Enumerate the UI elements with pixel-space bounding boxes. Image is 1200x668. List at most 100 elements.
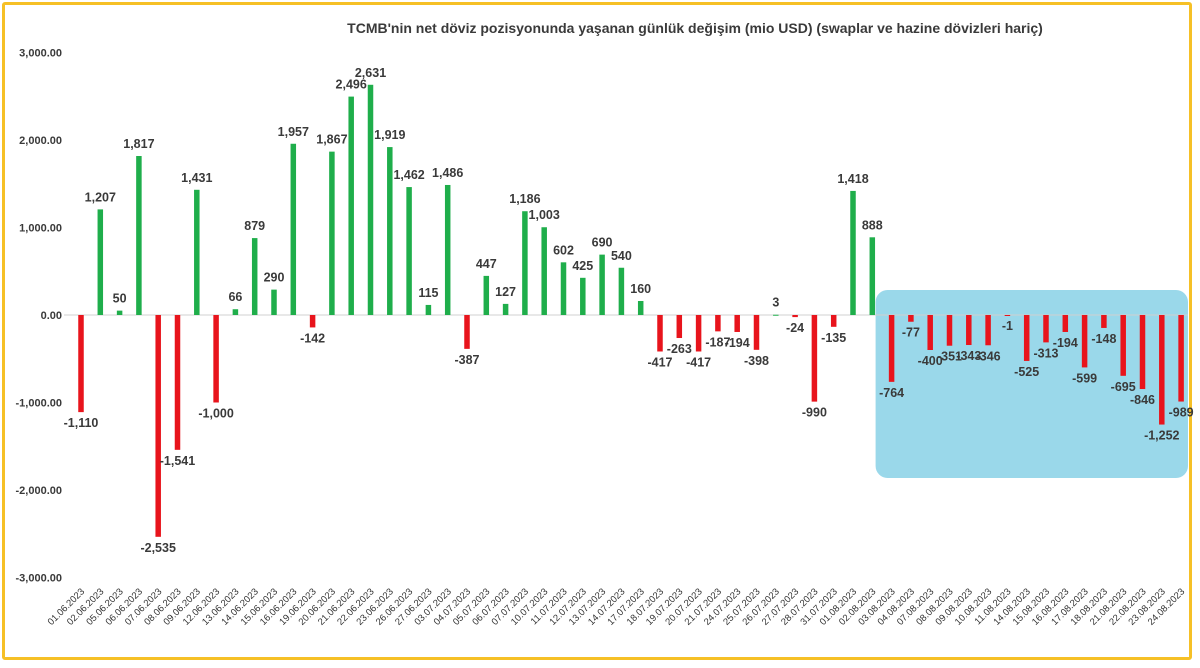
data-label: -1,000 (198, 407, 233, 421)
data-label: -846 (1130, 393, 1155, 407)
bar (830, 315, 837, 327)
data-label: -990 (802, 406, 827, 420)
bar (888, 315, 895, 382)
bar (580, 277, 586, 315)
data-label: -135 (821, 331, 846, 345)
data-label: 690 (592, 236, 613, 250)
data-label: 66 (228, 290, 242, 304)
bar (502, 303, 509, 315)
data-label: -313 (1033, 346, 1058, 360)
bar (251, 238, 258, 315)
bar (444, 184, 451, 315)
data-label: -1,110 (64, 416, 99, 430)
data-label: -77 (902, 326, 920, 340)
data-label: -343 (956, 349, 981, 363)
bar (1120, 315, 1126, 376)
bar (676, 315, 683, 339)
bar (985, 315, 991, 346)
bar (116, 310, 123, 315)
data-label: 1,462 (393, 168, 424, 182)
bar (387, 147, 393, 315)
data-label: 1,418 (837, 172, 868, 186)
data-label: -346 (976, 349, 1001, 363)
bar (637, 301, 644, 315)
data-label: 602 (553, 243, 574, 257)
bar (927, 315, 933, 350)
data-label: 1,486 (432, 166, 463, 180)
data-label: 540 (611, 249, 632, 263)
data-label: 50 (113, 292, 127, 306)
data-label: -148 (1091, 332, 1116, 346)
bar (1178, 315, 1184, 402)
data-label: -1,541 (160, 454, 195, 468)
bar (78, 315, 84, 413)
bar (522, 211, 528, 315)
bar (753, 315, 760, 350)
y-tick-label: -2,000.00 (16, 485, 62, 497)
data-label: -417 (647, 355, 672, 369)
data-label: 1,867 (316, 133, 347, 147)
bar (1081, 315, 1088, 368)
highlight-box (875, 290, 1188, 478)
bar (464, 315, 470, 349)
bar (1101, 315, 1107, 328)
data-label: 1,919 (374, 128, 405, 142)
bar (1023, 315, 1030, 361)
y-tick-label: -3,000.00 (16, 573, 62, 585)
data-label: -24 (786, 321, 804, 335)
data-label: -1 (1002, 319, 1013, 333)
y-tick-label: -1,000.00 (16, 398, 62, 410)
bar (869, 237, 876, 315)
bar (715, 315, 721, 332)
chart-title: TCMB'nin net döviz pozisyonunda yaşanan … (347, 20, 1043, 36)
bar (483, 275, 490, 315)
data-label: -695 (1111, 380, 1136, 394)
bar (850, 190, 856, 315)
bar (1043, 315, 1049, 343)
data-label: 127 (495, 285, 516, 299)
data-label: 1,207 (85, 190, 116, 204)
data-label: -351 (937, 350, 962, 364)
bar (657, 315, 663, 352)
bar (618, 267, 625, 315)
data-label: 115 (418, 286, 438, 300)
data-label: -764 (879, 386, 904, 400)
bar (1004, 315, 1011, 316)
bar (734, 315, 740, 332)
x-axis: 01.06.202302.06.202305.06.202306.06.2023… (46, 586, 1187, 627)
bar (908, 315, 914, 322)
bars (78, 84, 1184, 537)
bar (792, 315, 798, 318)
data-label: 447 (476, 257, 497, 271)
bar (155, 315, 161, 537)
bar (946, 315, 953, 346)
data-label: -398 (744, 354, 769, 368)
data-label: 1,186 (509, 192, 540, 206)
data-label: -525 (1014, 365, 1039, 379)
bar (348, 96, 354, 315)
data-label: -194 (725, 336, 750, 350)
y-tick-label: 3,000.00 (19, 48, 62, 60)
data-label: 1,817 (123, 137, 154, 151)
data-label: 1,431 (181, 171, 212, 185)
bar (1062, 315, 1069, 332)
bar (425, 304, 432, 315)
bar (541, 227, 547, 315)
data-label: -194 (1053, 336, 1078, 350)
bar (966, 315, 972, 346)
data-label: -187 (705, 335, 730, 349)
y-tick-label: 2,000.00 (19, 135, 62, 147)
data-label: 3 (772, 296, 779, 310)
bar (406, 187, 412, 315)
bar (560, 262, 567, 315)
bar (811, 315, 818, 402)
data-label: -417 (686, 355, 711, 369)
bar (232, 309, 239, 315)
data-labels: -1,110 1,207 50 1,817 -2,535 -1,541 1,431 -1,00… (64, 66, 1194, 555)
y-axis: 3,000.00 2,000.00 1,000.00 0.00 -1,000.00 -2,… (16, 48, 62, 585)
data-label: -989 (1169, 406, 1194, 420)
data-label: 879 (244, 219, 265, 233)
data-label: 888 (862, 218, 883, 232)
bar (367, 84, 374, 315)
data-label: -400 (918, 354, 943, 368)
